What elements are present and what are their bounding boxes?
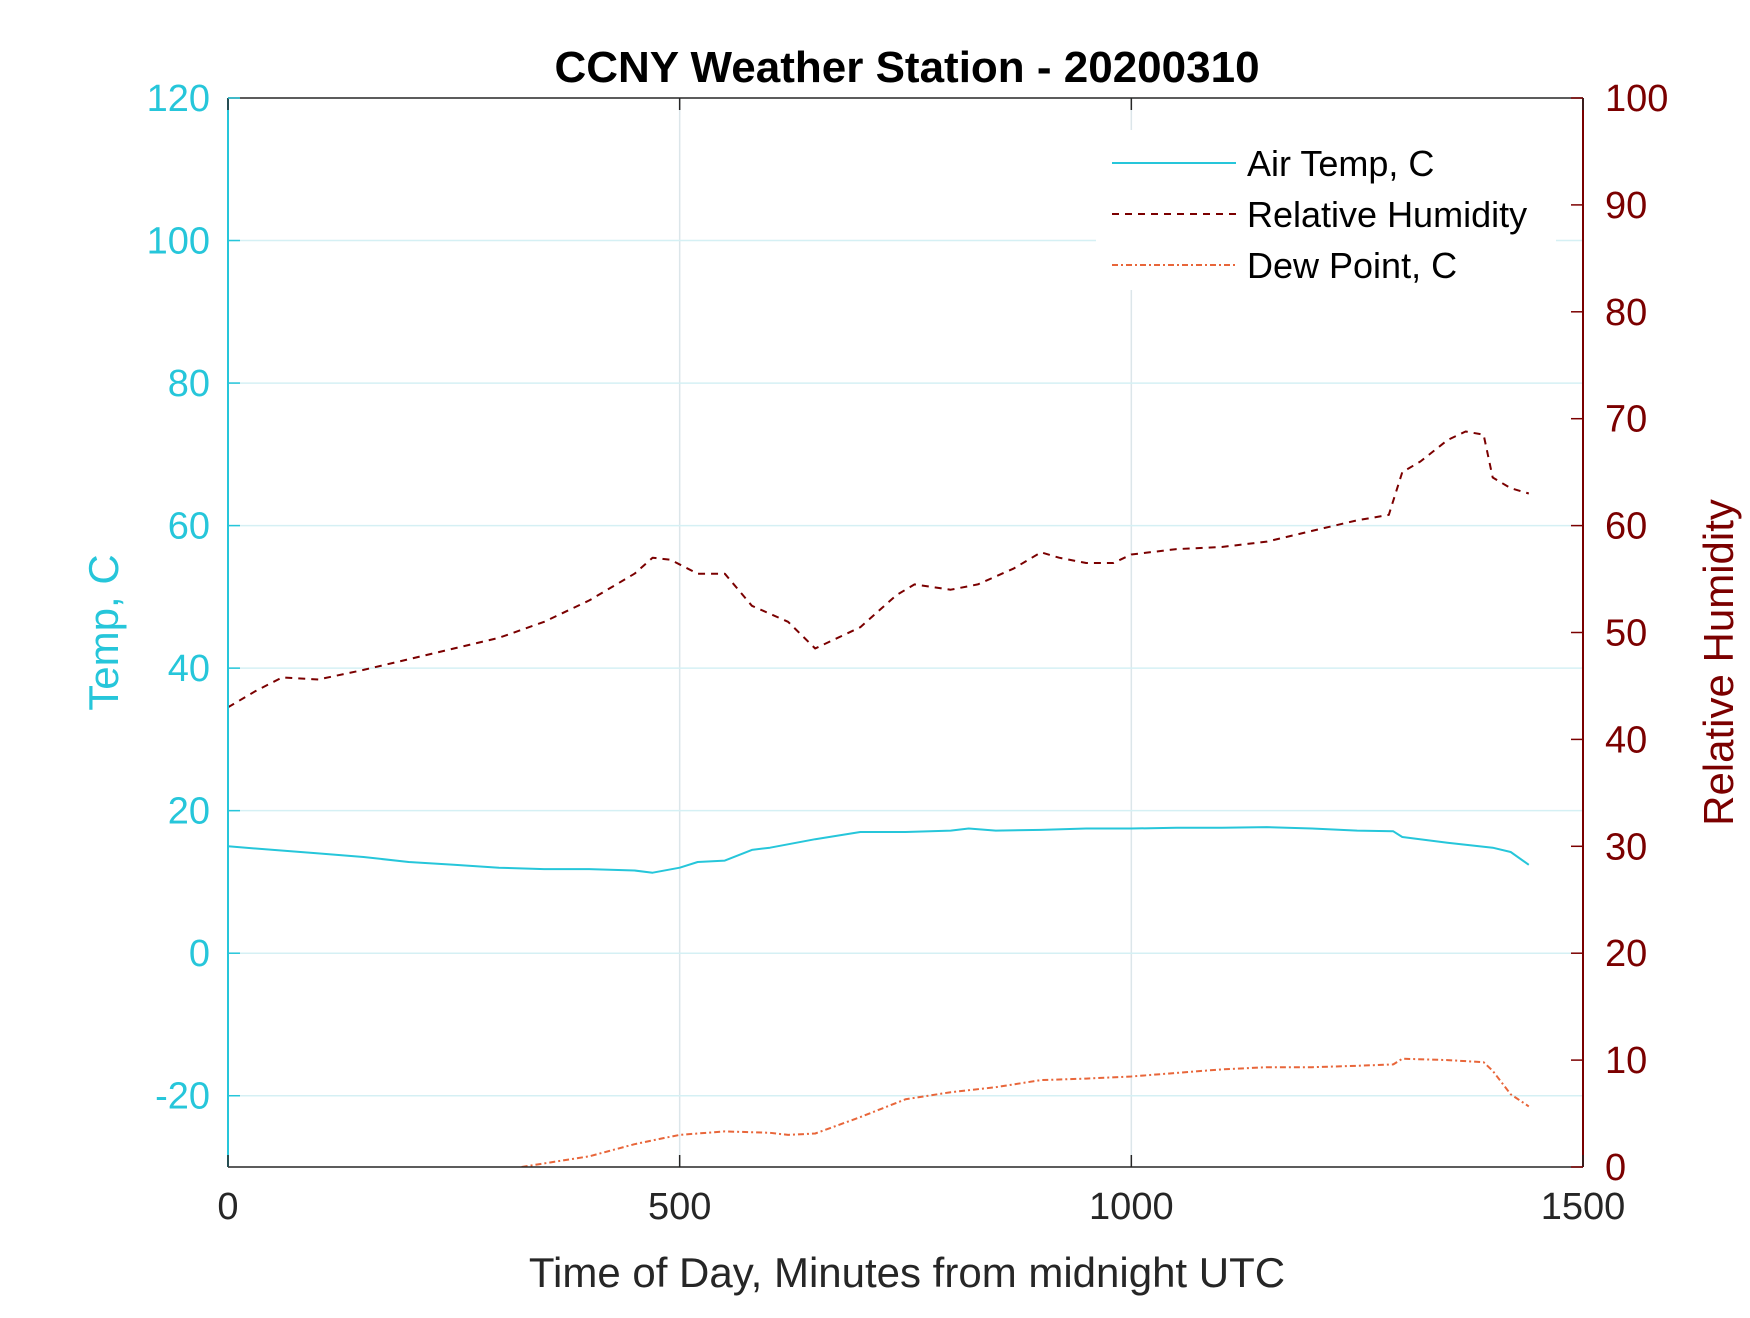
y-right-tick-label: 70 <box>1605 399 1647 441</box>
legend-label-air-temp: Air Temp, C <box>1247 143 1434 184</box>
x-tick-label: 1000 <box>1089 1186 1174 1228</box>
dew-point-line <box>515 1057 1530 1167</box>
y-right-tick-label: 10 <box>1605 1040 1647 1082</box>
relative-humidity-line <box>228 430 1530 709</box>
y-right-tick-label: 0 <box>1605 1147 1626 1189</box>
legend-label-relative-humidity: Relative Humidity <box>1247 194 1527 235</box>
y-axis-label-right: Relative Humidity <box>1695 499 1742 826</box>
x-tick-label: 0 <box>217 1186 238 1228</box>
y-left-tick-label: -20 <box>155 1076 210 1118</box>
legend-label-dew-point: Dew Point, C <box>1247 245 1457 286</box>
x-axis-label: Time of Day, Minutes from midnight UTC <box>529 1249 1285 1296</box>
y-left-tick-label: 60 <box>168 506 210 548</box>
legend: Air Temp, C Relative Humidity Dew Point,… <box>1096 130 1556 290</box>
y-left-tick-label: 40 <box>168 648 210 690</box>
y-right-tick-label: 90 <box>1605 185 1647 227</box>
y-left-tick-label: 80 <box>168 363 210 405</box>
y-right-tick-label: 80 <box>1605 292 1647 334</box>
y-right-tick-label: 20 <box>1605 933 1647 975</box>
y-right-tick-label: 100 <box>1605 78 1668 120</box>
y-left-tick-label: 20 <box>168 791 210 833</box>
air-temp-line <box>228 826 1530 874</box>
y-left-tick-label: 100 <box>147 221 210 263</box>
y-right-tick-label: 60 <box>1605 506 1647 548</box>
x-tick-label: 1500 <box>1541 1186 1626 1228</box>
y-left-tick-label: 120 <box>147 78 210 120</box>
y-right-tick-label: 40 <box>1605 719 1647 761</box>
y-axis-label-left: Temp, C <box>80 554 127 710</box>
chart-title: CCNY Weather Station - 20200310 <box>554 43 1259 92</box>
x-tick-label: 500 <box>648 1186 711 1228</box>
y-right-tick-label: 50 <box>1605 613 1647 655</box>
y-right-tick-label: 30 <box>1605 826 1647 868</box>
y-left-tick-label: 0 <box>189 933 210 975</box>
